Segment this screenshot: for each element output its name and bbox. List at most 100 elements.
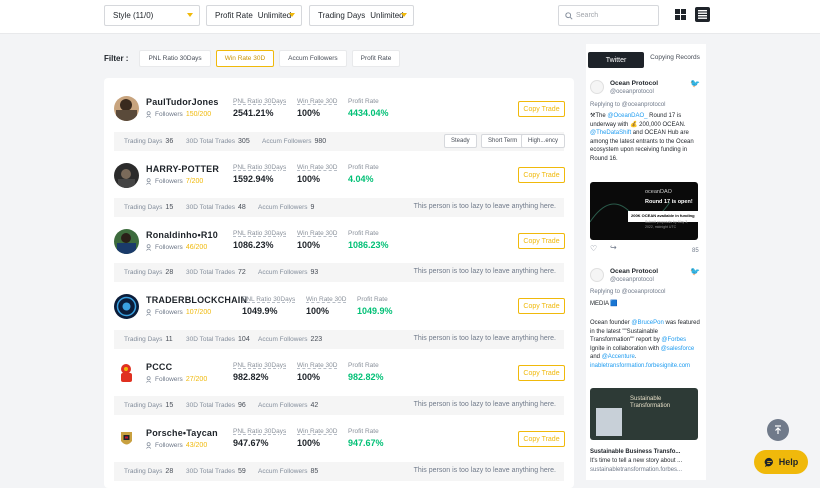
tweet-text: Ocean founder @BrucePon was featured in … <box>590 320 700 369</box>
trader-bio: This person is too lazy to leave anythin… <box>413 335 556 342</box>
avatar <box>114 163 139 188</box>
top-toolbar: Style (11/0) Profit Rate Unlimited Tradin… <box>0 0 820 34</box>
chevron-down-icon <box>187 13 193 17</box>
tweet-reply-to: Replying to @oceanprotocol <box>590 102 666 108</box>
avatar <box>590 268 604 282</box>
filter-pnl-ratio[interactable]: PNL Ratio 30Days <box>139 50 211 67</box>
trader-name[interactable]: PaulTudorJones <box>146 97 219 107</box>
win-rate-label: Win Rate 30D <box>297 98 338 105</box>
image-note: Submit proposals by May 3, 2022, midnigh… <box>645 220 689 229</box>
tweet-media-label: MEDIA 🟦 <box>590 301 618 307</box>
twitter-bird-icon: 🐦 <box>690 79 700 88</box>
profit-rate-dropdown[interactable]: Profit Rate Unlimited <box>206 5 302 26</box>
sidebar: Twitter Copying Records Ocean Protocol @… <box>586 44 706 480</box>
mention-link[interactable]: @OceanDAO_ <box>607 113 648 119</box>
trader-stats-strip: Trading Days 28 30D Total Trades 72 Accum … <box>114 263 564 282</box>
trading-days: Trading Days 15 <box>124 204 174 211</box>
mention-link[interactable]: @TheDataShift <box>590 130 632 136</box>
followers-label: Followers <box>155 111 183 118</box>
followers-count: 7/200 <box>185 178 204 185</box>
grid-view-icon[interactable] <box>675 9 686 20</box>
tweet-handle[interactable]: @oceanprotocol <box>610 277 654 283</box>
avatar <box>114 229 139 254</box>
tweet-user[interactable]: Ocean Protocol <box>610 268 659 275</box>
trader-stats-strip: Trading Days 28 30D Total Trades 59 Accum … <box>114 462 564 481</box>
tweet-image[interactable]: oceanDAO Round 17 is open! 200K OCEAN av… <box>590 182 698 240</box>
like-count: 85 <box>692 248 699 254</box>
tweet-image[interactable]: Sustainable Transformation <box>590 388 698 440</box>
help-button[interactable]: Help <box>754 450 808 474</box>
mention-link[interactable]: @BrucePon <box>631 320 664 326</box>
tweet-url[interactable]: inabletransformation.forbesignite.com <box>590 362 691 369</box>
profit-rate-value: 1049.9% <box>357 306 393 316</box>
image-subtitle: 200K OCEAN available in funding <box>628 211 698 222</box>
pnl-ratio-label: PNL Ratio 30Days <box>242 296 296 303</box>
copy-trade-button[interactable]: Copy Trade <box>518 298 565 314</box>
trader-stats-strip: Trading Days 15 30D Total Trades 48 Accum … <box>114 198 564 217</box>
copy-trade-button[interactable]: Copy Trade <box>518 167 565 183</box>
accum-followers: Accum Followers 93 <box>258 269 319 276</box>
list-view-icon[interactable] <box>695 7 710 22</box>
link-card-title[interactable]: Sustainable Business Transfo... <box>590 449 681 455</box>
profit-rate-label: Profit Rate <box>348 164 379 171</box>
trading-days-value: Unlimited <box>370 11 404 20</box>
copy-trade-button[interactable]: Copy Trade <box>518 431 565 447</box>
trader-name[interactable]: Porsche•Taycan <box>146 428 218 438</box>
mention-link[interactable]: @Forbes <box>661 337 687 343</box>
trader-name[interactable]: PCCC <box>146 362 173 372</box>
trader-stats-strip: Trading Days 15 30D Total Trades 96 Accum … <box>114 396 564 415</box>
profit-rate-label: Profit Rate <box>348 428 379 435</box>
trader-name[interactable]: TRADERBLOCKCHAIN <box>146 295 248 305</box>
accum-followers: Accum Followers 42 <box>258 402 319 409</box>
followers-icon <box>146 111 152 118</box>
tweet-text: ⚒The @OceanDAO_ Round 17 is underway wit… <box>590 113 694 162</box>
avatar <box>114 427 139 452</box>
scroll-to-top-button[interactable] <box>767 419 789 441</box>
heart-icon[interactable]: ♡ <box>590 244 598 253</box>
image-title: Round 17 is open! <box>645 199 693 205</box>
link-card-url[interactable]: sustainabletransformation.forbes... <box>590 467 683 473</box>
profit-rate-label: Profit Rate <box>357 296 388 303</box>
trader-name[interactable]: HARRY-POTTER <box>146 164 220 174</box>
tab-copying-records[interactable]: Copying Records <box>650 54 700 61</box>
filter-win-rate[interactable]: Win Rate 30D <box>215 50 275 67</box>
search-input[interactable]: Search <box>558 5 659 26</box>
mention-link[interactable]: @salesforce <box>660 345 695 352</box>
followers-info: Followers 150/200 <box>146 111 211 118</box>
followers-count: 46/200 <box>185 244 208 251</box>
filter-accum-followers[interactable]: Accum Followers <box>279 50 347 67</box>
tweet-user[interactable]: Ocean Protocol <box>610 80 659 87</box>
accum-followers: Accum Followers 9 <box>258 204 315 211</box>
avatar <box>114 361 139 386</box>
search-placeholder: Search <box>576 12 599 19</box>
trader-bio: This person is too lazy to leave anythin… <box>413 203 556 210</box>
trader-name[interactable]: Ronaldinho•R10 <box>146 230 218 240</box>
trader-bio: This person is too lazy to leave anythin… <box>413 401 556 408</box>
tweet-handle[interactable]: @oceanprotocol <box>610 89 654 95</box>
trading-days: Trading Days 28 <box>124 269 174 276</box>
pnl-ratio-value: 1592.94% <box>233 174 274 184</box>
trading-days: Trading Days 11 <box>124 336 173 343</box>
win-rate-value: 100% <box>297 372 321 382</box>
followers-label: Followers <box>155 244 183 251</box>
trading-days-dropdown[interactable]: Trading Days Unlimited <box>309 5 414 26</box>
followers-info: Followers 43/200 <box>146 442 207 449</box>
trader-bio: This person is too lazy to leave anythin… <box>413 467 556 474</box>
pnl-ratio-label: PNL Ratio 30Days <box>233 164 287 171</box>
tag-high-frequency: High...ency <box>521 134 566 148</box>
image-title: Sustainable Transformation <box>630 396 671 409</box>
mention-link[interactable]: @Accenture <box>601 354 635 360</box>
copy-trade-button[interactable]: Copy Trade <box>518 101 565 117</box>
win-rate-label: Win Rate 30D <box>297 164 338 171</box>
trader-bio: This person is too lazy to leave anythin… <box>413 268 556 275</box>
tab-twitter[interactable]: Twitter <box>588 52 644 68</box>
trading-days-label: Trading Days <box>318 11 366 20</box>
profit-rate-value: 4.04% <box>348 174 374 184</box>
filter-profit-rate[interactable]: Profit Rate <box>351 50 401 67</box>
share-icon[interactable]: ↪ <box>610 243 617 252</box>
win-rate-label: Win Rate 30D <box>297 230 338 237</box>
copy-trade-button[interactable]: Copy Trade <box>518 365 565 381</box>
copy-trade-button[interactable]: Copy Trade <box>518 233 565 249</box>
win-rate-label: Win Rate 30D <box>297 428 338 435</box>
style-dropdown[interactable]: Style (11/0) <box>104 5 200 26</box>
